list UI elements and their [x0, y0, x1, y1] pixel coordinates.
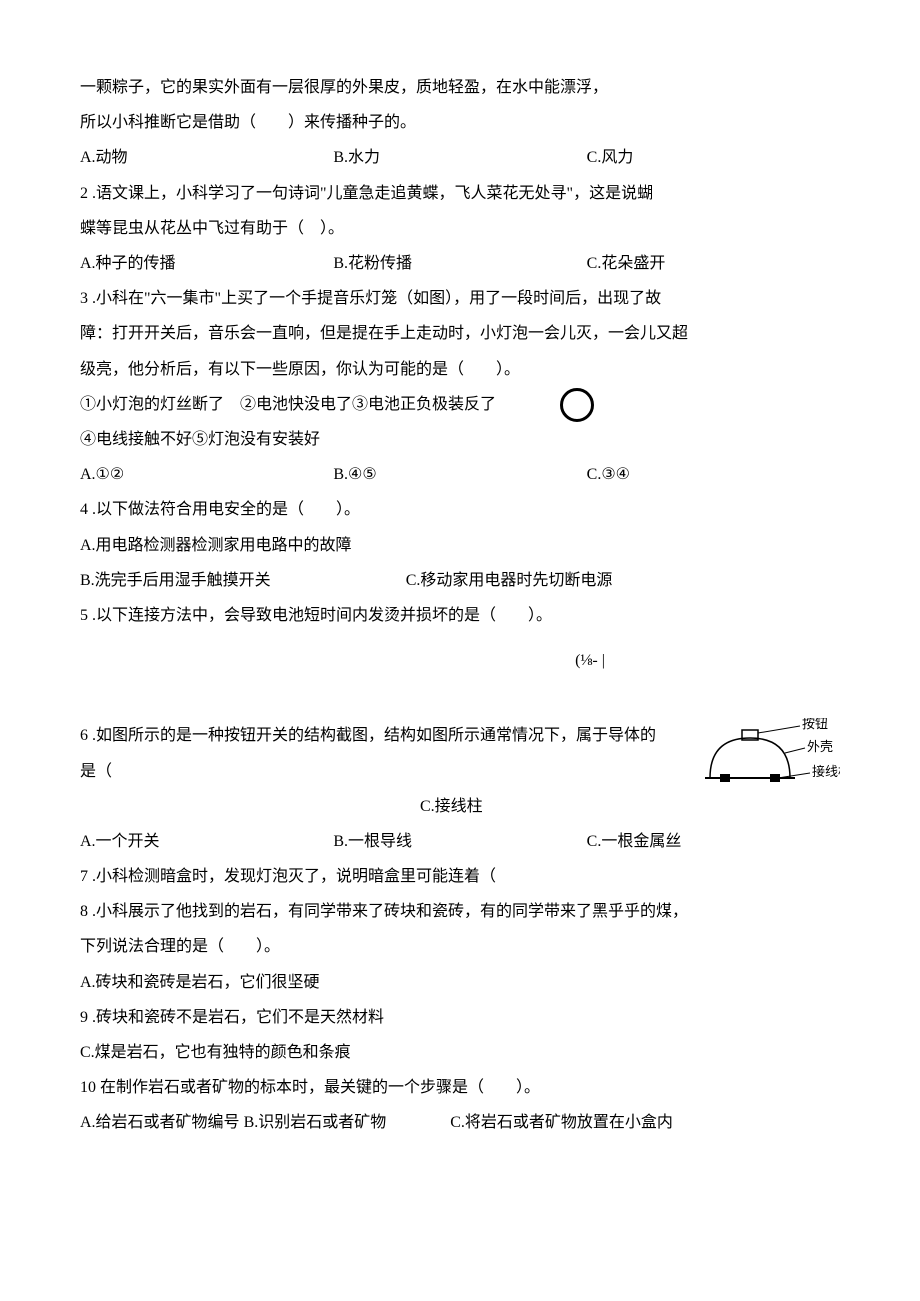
q4-opt-a: A.用电路检测器检测家用电路中的故障: [80, 528, 840, 563]
q2-opt-c: C.花朵盛开: [587, 246, 840, 281]
q10-opt-a: A.给岩石或者矿物编号: [80, 1114, 240, 1131]
q8-text2: 下列说法合理的是（ ）。: [80, 929, 840, 964]
q3-text1: 3 .小科在"六一集市"上买了一个手提音乐灯笼（如图），用了一段时间后，出现了故: [80, 281, 840, 316]
q3-items: ①小灯泡的灯丝断了 ②电池快没电了③电池正负极装反了: [80, 396, 496, 413]
q4-opt-c: C.移动家用电器时先切断电源: [406, 563, 840, 598]
intro-opt-a: A.动物: [80, 140, 333, 175]
svg-text:按钮: 按钮: [802, 718, 828, 731]
q9-opt-c: C.煤是岩石，它也有独特的颜色和条痕: [80, 1035, 840, 1070]
q8-text1: 8 .小科展示了他找到的岩石，有同学带来了砖块和瓷砖，有的同学带来了黑乎乎的煤，: [80, 894, 840, 929]
q2-text2: 蝶等昆虫从花丛中飞过有助于（ ）。: [80, 211, 840, 246]
svg-text:外壳: 外壳: [807, 739, 833, 754]
q6-opt-b: B.一根导线: [333, 824, 586, 859]
q2-text1: 2 .语文课上，小科学习了一句诗词"儿童急走追黄蝶，飞人菜花无处寻"，这是说蝴: [80, 176, 840, 211]
q5-text: 5 .以下连接方法中，会导致电池短时间内发烫并损坏的是（ ）。: [80, 598, 840, 633]
q9-text: 9 .砖块和瓷砖不是岩石，它们不是天然材料: [80, 1000, 840, 1035]
svg-text:接线柱: 接线柱: [812, 764, 840, 779]
q4-text: 4 .以下做法符合用电安全的是（ ）。: [80, 492, 840, 527]
q3-opt-c: C.③④: [587, 457, 840, 492]
q2-options: A.种子的传播 B.花粉传播 C.花朵盛开: [80, 246, 840, 281]
q10-opt-b: B.识别岩石或者矿物: [244, 1114, 387, 1131]
q7-text: 7 .小科检测暗盒时，发现灯泡灭了，说明暗盒里可能连着（: [80, 859, 840, 894]
q3-opt-a: A.①②: [80, 457, 333, 492]
q2-opt-a: A.种子的传播: [80, 246, 333, 281]
q6-options-row2: A.一个开关 B.一根导线 C.一根金属丝: [80, 824, 840, 859]
intro-line2: 所以小科推断它是借助（ ）来传播种子的。: [80, 105, 840, 140]
q3-items2: ④电线接触不好⑤灯泡没有安装好: [80, 422, 840, 457]
intro-opt-b: B.水力: [333, 140, 586, 175]
q10-options: A.给岩石或者矿物编号 B.识别岩石或者矿物 C.将岩石或者矿物放置在小盒内: [80, 1105, 840, 1140]
q3-text2: 障：打开开关后，音乐会一直响，但是提在手上走动时，小灯泡一会儿灭，一会儿又超: [80, 316, 840, 351]
q4-options-bc: B.洗完手后用湿手触摸开关 C.移动家用电器时先切断电源: [80, 563, 840, 598]
q3-items-line: ①小灯泡的灯丝断了 ②电池快没电了③电池正负极装反了: [80, 387, 840, 422]
switch-svg-icon: 按钮 外壳 接线柱: [690, 718, 840, 798]
intro-opt-c: C.风力: [587, 140, 840, 175]
intro-options: A.动物 B.水力 C.风力: [80, 140, 840, 175]
q3-text3: 级亮，他分析后，有以下一些原因，你认为可能的是（ ）。: [80, 352, 840, 387]
switch-diagram: 按钮 外壳 接线柱: [690, 718, 840, 798]
q4-opt-b: B.洗完手后用湿手触摸开关: [80, 563, 406, 598]
q10-opt-c: C.将岩石或者矿物放置在小盒内: [450, 1114, 673, 1131]
q3-opt-b: B.④⑤: [333, 457, 586, 492]
circle-icon: [560, 388, 594, 422]
q6-opt-a: A.一个开关: [80, 824, 333, 859]
q8-opt-a: A.砖块和瓷砖是岩石，它们很坚硬: [80, 965, 840, 1000]
q2-opt-b: B.花粉传播: [333, 246, 586, 281]
q6-opt-c2: C.一根金属丝: [587, 824, 840, 859]
q10-text: 10 在制作岩石或者矿物的标本时，最关键的一个步骤是（ ）。: [80, 1070, 840, 1105]
intro-line1: 一颗粽子，它的果实外面有一层很厚的外果皮，质地轻盈，在水中能漂浮，: [80, 70, 840, 105]
q3-options: A.①② B.④⑤ C.③④: [80, 457, 840, 492]
q5-frac: (⅛- |: [80, 633, 840, 718]
